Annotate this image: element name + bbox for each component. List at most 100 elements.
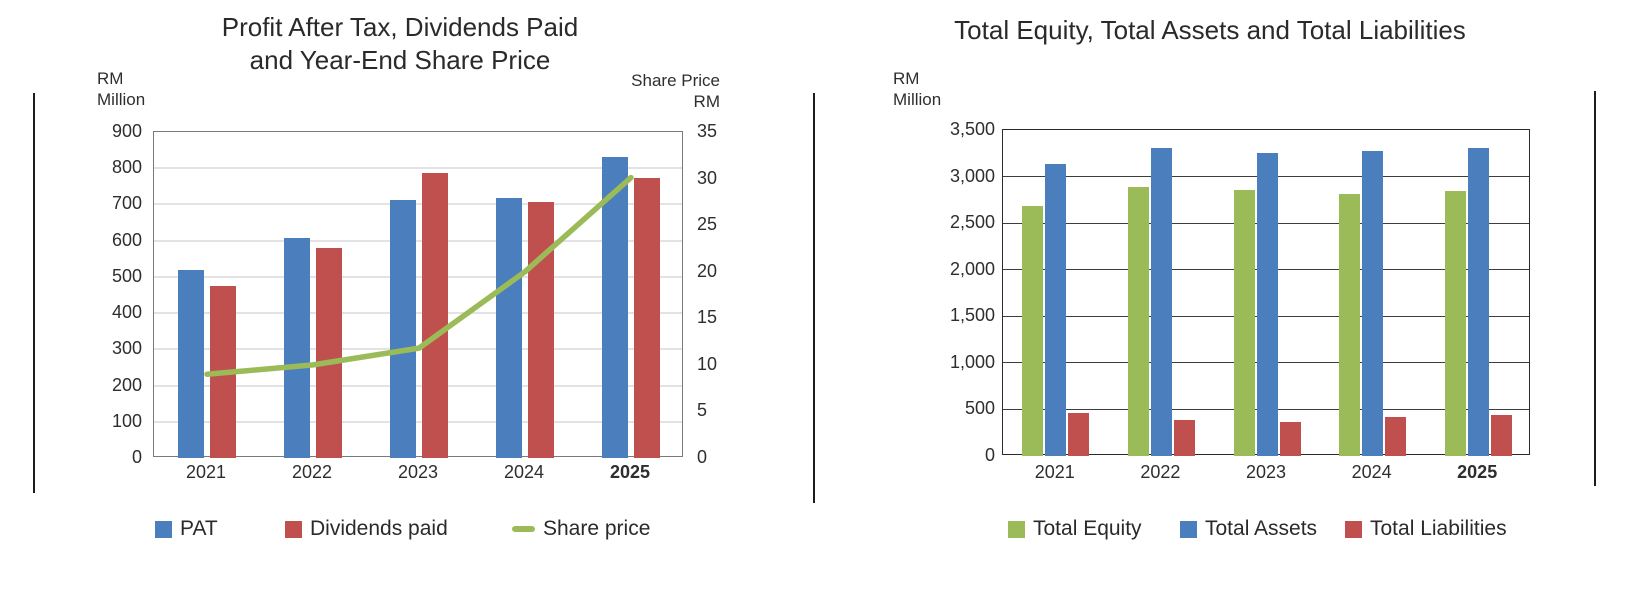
right-axis-tick-25: 25 — [697, 214, 718, 235]
bar-total-assets-2025 — [1467, 147, 1489, 456]
left-axis-tick-600: 600 — [111, 229, 142, 250]
left-axis-tick-100: 100 — [111, 410, 142, 431]
left-axis-tick-2,500: 2,500 — [949, 212, 995, 233]
legend-color-swatch — [1008, 520, 1025, 538]
left-axis-tick-800: 800 — [111, 157, 142, 178]
left-axis-tick-700: 700 — [111, 193, 142, 214]
bar-total-liabilities-2025 — [1490, 414, 1512, 456]
left-axis-tick-0: 0 — [984, 445, 995, 465]
bar-dividends-paid-2025 — [634, 178, 660, 458]
x-axis-label-2024: 2024 — [503, 462, 545, 482]
legend-color-swatch — [285, 520, 302, 538]
legend-label: Share price — [543, 517, 651, 540]
bar-total-liabilities-2023 — [1279, 422, 1301, 456]
chart-title-line1: Total Equity, Total Assets and Total Lia… — [954, 15, 1466, 45]
bar-total-assets-2022 — [1150, 147, 1172, 456]
legend-label: Total Liabilities — [1370, 517, 1507, 540]
gridline-600 — [154, 239, 682, 242]
legend-color-swatch — [155, 520, 172, 538]
gridline-700 — [154, 203, 682, 206]
legend-item-total-assets: Total Assets — [1180, 517, 1318, 540]
bar-total-assets-2024 — [1362, 151, 1384, 456]
chart-title-line1: Profit After Tax, Dividends Paid — [221, 12, 579, 42]
left-axis-tick-3,000: 3,000 — [949, 165, 995, 186]
legend-color-swatch — [1345, 520, 1362, 538]
right-axis-tick-20: 20 — [697, 260, 718, 281]
right-axis-unit-label: Share Price RM — [631, 71, 720, 111]
left-axis-tick-900: 900 — [111, 121, 142, 141]
right-axis-tick-5: 5 — [697, 400, 708, 421]
bar-total-equity-2023 — [1233, 189, 1255, 456]
x-axis-label-2022: 2022 — [291, 462, 333, 482]
bar-pat-2024 — [496, 197, 522, 458]
left-axis-tick-500: 500 — [964, 398, 995, 419]
gridline-100 — [154, 420, 682, 423]
bar-dividends-paid-2022 — [316, 247, 342, 458]
page-divider-left — [33, 93, 35, 493]
right-axis-tick-35: 35 — [697, 121, 718, 141]
left-axis-tick-300: 300 — [111, 338, 142, 359]
gridline-500 — [154, 275, 682, 278]
bar-total-equity-2022 — [1127, 186, 1149, 456]
left-axis-tick-0: 0 — [131, 447, 142, 467]
right-axis-tick-0: 0 — [697, 447, 708, 467]
x-axis-label-2022: 2022 — [1140, 462, 1181, 482]
plot-area — [1002, 129, 1530, 456]
chart-title-line2: and Year-End Share Price — [249, 45, 551, 75]
legend-label: Total Equity — [1033, 517, 1142, 540]
legend-item-dividends-paid: Dividends paid — [285, 517, 448, 540]
right-axis-tick-10: 10 — [697, 353, 718, 374]
left-axis-tick-500: 500 — [111, 265, 142, 286]
bar-total-assets-2021 — [1045, 163, 1067, 456]
x-axis-label-2023: 2023 — [1245, 462, 1287, 482]
page-divider-right — [1594, 91, 1596, 486]
gridline-200 — [154, 384, 682, 387]
bar-pat-2022 — [284, 238, 310, 458]
bar-total-liabilities-2022 — [1173, 419, 1195, 456]
legend-item-share-price: Share price — [512, 517, 651, 540]
left-axis-tick-400: 400 — [111, 302, 142, 323]
bar-total-liabilities-2024 — [1385, 417, 1407, 456]
legend-label: Total Assets — [1205, 517, 1318, 540]
legend-line-marker — [512, 526, 535, 532]
bar-pat-2021 — [178, 269, 204, 458]
x-axis-label-2024: 2024 — [1351, 462, 1392, 482]
bar-total-equity-2025 — [1444, 191, 1466, 456]
bar-pat-2025 — [602, 157, 628, 458]
legend-item-total-liabilities: Total Liabilities — [1345, 517, 1507, 540]
bar-total-assets-2023 — [1256, 153, 1278, 456]
gridline-400 — [154, 312, 682, 315]
right-axis-tick-30: 30 — [697, 167, 718, 188]
chart-title: Profit After Tax, Dividends Paid and Yea… — [135, 11, 665, 77]
legend-color-swatch — [1180, 520, 1197, 538]
bar-pat-2023 — [390, 199, 416, 458]
page-divider-middle — [813, 93, 815, 503]
legend-label: PAT — [180, 517, 218, 540]
left-axis-unit-label: RM Million — [893, 69, 942, 109]
share-price-line — [204, 174, 634, 377]
plot-area — [153, 131, 683, 458]
x-axis-label-2025: 2025 — [609, 462, 651, 482]
x-axis-label-2021: 2021 — [1034, 462, 1075, 482]
x-axis-label-2025: 2025 — [1457, 462, 1498, 482]
gridline-800 — [154, 167, 682, 170]
bar-dividends-paid-2023 — [422, 172, 448, 458]
legend-item-total-equity: Total Equity — [1008, 517, 1142, 540]
chart-title: Total Equity, Total Assets and Total Lia… — [890, 14, 1530, 47]
x-axis-label-2023: 2023 — [397, 462, 439, 482]
left-axis-tick-1,000: 1,000 — [949, 351, 995, 372]
left-axis-tick-3,500: 3,500 — [949, 119, 995, 139]
right-axis-tick-15: 15 — [697, 307, 718, 328]
legend-item-pat: PAT — [155, 517, 218, 540]
line-series-layer — [204, 174, 634, 377]
bar-total-liabilities-2021 — [1068, 412, 1090, 456]
left-axis-tick-200: 200 — [111, 374, 142, 395]
bar-total-equity-2024 — [1339, 194, 1361, 456]
x-axis-label-2021: 2021 — [185, 462, 227, 482]
left-axis-tick-2,000: 2,000 — [949, 258, 995, 279]
bar-total-equity-2021 — [1022, 206, 1044, 456]
bar-dividends-paid-2024 — [528, 201, 554, 458]
left-axis-tick-1,500: 1,500 — [949, 305, 995, 326]
legend-label: Dividends paid — [310, 517, 448, 540]
